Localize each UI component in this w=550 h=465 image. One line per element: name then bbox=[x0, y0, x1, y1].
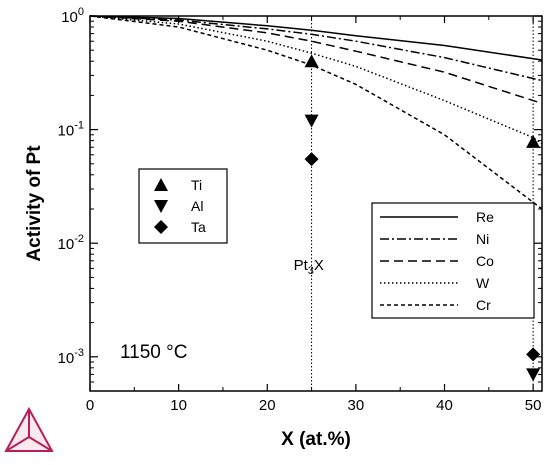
series-line-co bbox=[89, 15, 543, 105]
plot-frame bbox=[89, 15, 543, 392]
legend-markers-box bbox=[138, 168, 228, 244]
y-tick-label: 10-3 bbox=[58, 347, 84, 367]
data-point-ta bbox=[526, 347, 541, 362]
legend-marker-al bbox=[154, 200, 168, 213]
x-axis-title: X (at.%) bbox=[281, 429, 351, 450]
y-tick-label: 10-1 bbox=[58, 120, 84, 140]
legend-marker-label: Ti bbox=[191, 177, 202, 193]
legend-layer: Re Ni Co W Cr Ti Al Ta bbox=[138, 168, 535, 319]
x-tick-label: 30 bbox=[348, 397, 365, 414]
legend-line-label: W bbox=[476, 275, 490, 291]
legend-marker-ta bbox=[154, 220, 168, 234]
data-point-ta bbox=[304, 152, 319, 167]
x-tick-label: 40 bbox=[436, 397, 453, 414]
temperature-annotation: 1150 °C bbox=[120, 342, 187, 363]
y-tick-label: 10-2 bbox=[58, 233, 84, 253]
legend-marker-label: Ta bbox=[191, 219, 206, 235]
legend-line-label: Ni bbox=[476, 231, 489, 247]
data-point-ti bbox=[526, 134, 541, 148]
legend-line-label: Co bbox=[476, 253, 494, 269]
series-line-ni bbox=[89, 15, 543, 82]
legend-marker-ti bbox=[154, 178, 168, 191]
x-tick-label: 0 bbox=[86, 397, 94, 414]
data-point-ti bbox=[304, 54, 319, 68]
legend-line-label: Cr bbox=[476, 297, 491, 313]
series-line-w bbox=[89, 15, 543, 145]
software-logo-icon bbox=[4, 406, 54, 452]
data-point-al bbox=[304, 114, 319, 128]
legend-marker-label: Al bbox=[191, 198, 203, 214]
legend-line-label: Re bbox=[476, 209, 494, 225]
x-tick-label: 50 bbox=[525, 397, 542, 414]
data-point-al bbox=[526, 368, 541, 382]
axes-layer: 0 10 20 30 40 50 100 10-1 10-2 10-3 X (at.%) Activi… bbox=[24, 6, 543, 450]
y-tick-label: 100 bbox=[61, 6, 84, 26]
y-axis-title: Activity of Pt bbox=[24, 145, 45, 262]
reference-line-label: Pt3X bbox=[294, 257, 324, 277]
x-tick-label: 10 bbox=[170, 397, 187, 414]
x-tick-label: 20 bbox=[259, 397, 276, 414]
